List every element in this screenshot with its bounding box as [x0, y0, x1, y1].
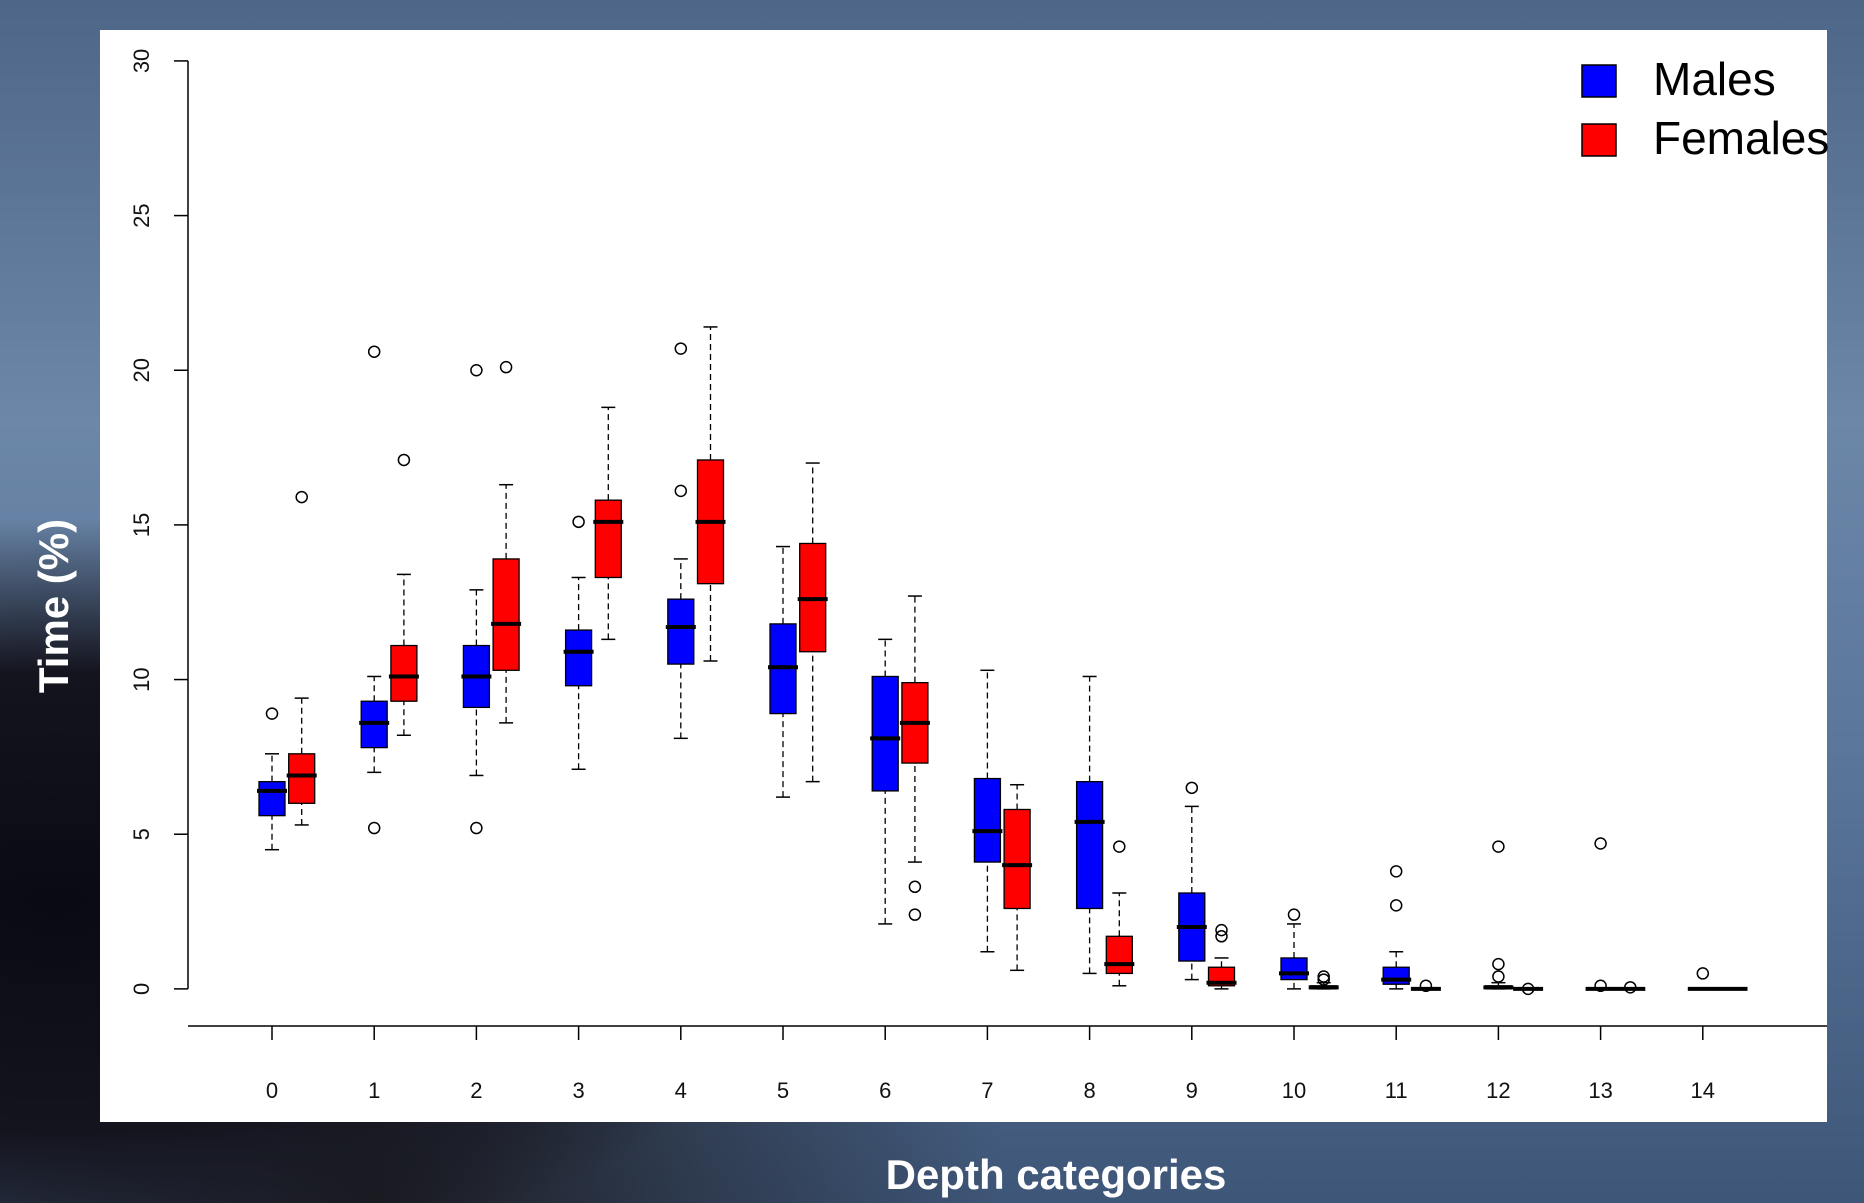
box	[1004, 809, 1030, 908]
box	[1106, 936, 1132, 973]
x-tick-label: 6	[879, 1078, 891, 1103]
y-tick-label: 0	[129, 983, 154, 995]
x-tick-label: 12	[1486, 1078, 1510, 1103]
y-tick-label: 10	[129, 667, 154, 691]
legend-swatch	[1582, 124, 1616, 156]
y-tick-label: 25	[129, 203, 154, 227]
legend-label: Males	[1653, 53, 1776, 105]
box	[259, 782, 285, 816]
box	[1281, 958, 1307, 980]
box	[595, 500, 621, 577]
y-axis-title: Time (%)	[30, 519, 77, 693]
x-tick-label: 8	[1083, 1078, 1095, 1103]
box	[1077, 782, 1103, 909]
box	[391, 646, 417, 702]
x-tick-label: 2	[470, 1078, 482, 1103]
x-tick-label: 7	[981, 1078, 993, 1103]
chart: Time (%) Depth categories 05101520253001…	[0, 0, 1864, 1203]
legend-swatch	[1582, 65, 1616, 97]
x-tick-label: 9	[1186, 1078, 1198, 1103]
x-axis-title: Depth categories	[886, 1151, 1227, 1198]
x-tick-label: 0	[266, 1078, 278, 1103]
x-tick-label: 1	[368, 1078, 380, 1103]
y-tick-label: 15	[129, 513, 154, 537]
x-tick-label: 3	[572, 1078, 584, 1103]
box	[974, 779, 1000, 863]
box	[668, 599, 694, 664]
y-tick-label: 30	[129, 49, 154, 73]
x-tick-label: 10	[1282, 1078, 1306, 1103]
box	[872, 676, 898, 790]
box	[1383, 967, 1409, 984]
y-tick-label: 20	[129, 358, 154, 382]
x-tick-label: 14	[1691, 1078, 1715, 1103]
box	[289, 754, 315, 803]
y-tick-label: 5	[129, 828, 154, 840]
x-tick-label: 4	[675, 1078, 687, 1103]
box	[566, 630, 592, 686]
x-tick-label: 5	[777, 1078, 789, 1103]
x-tick-label: 13	[1588, 1078, 1612, 1103]
legend-label: Females	[1653, 112, 1829, 164]
page: Time (%) Depth categories 05101520253001…	[0, 0, 1864, 1203]
box	[493, 559, 519, 670]
x-tick-label: 11	[1385, 1078, 1408, 1103]
plot-panel	[100, 30, 1827, 1122]
